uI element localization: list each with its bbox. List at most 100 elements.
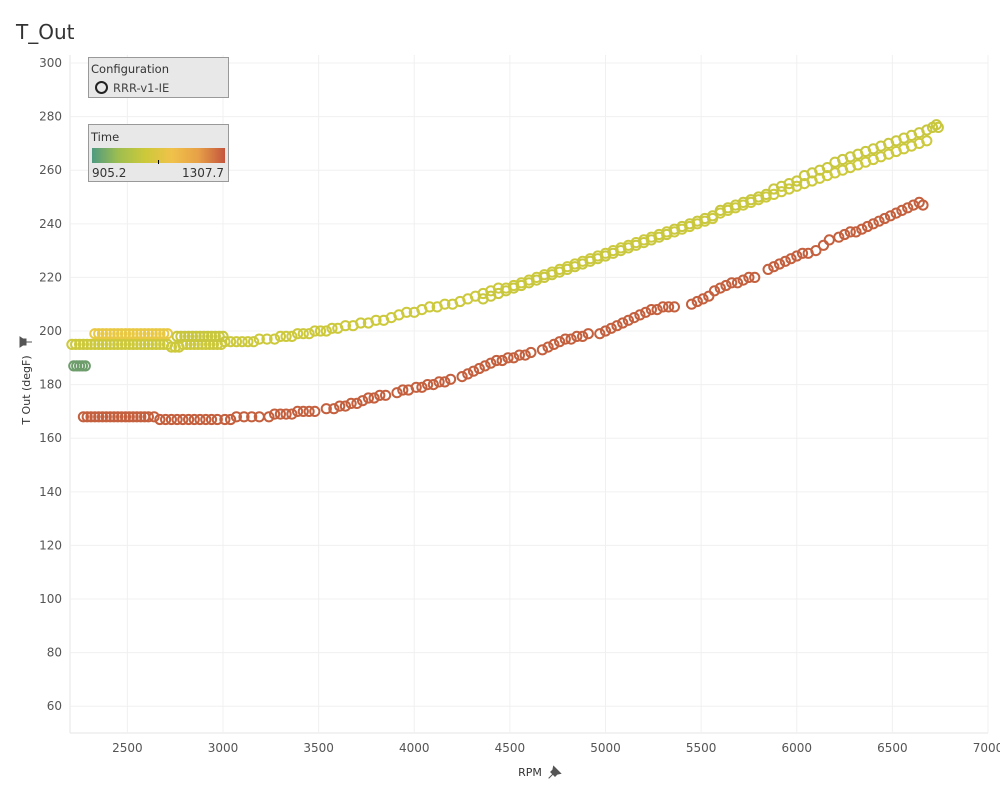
data-point bbox=[217, 330, 229, 342]
data-point bbox=[219, 413, 231, 426]
data-point bbox=[183, 413, 195, 426]
data-point bbox=[513, 349, 526, 361]
configuration-legend[interactable]: Configuration RRR-v1-IE bbox=[88, 57, 229, 98]
data-point bbox=[697, 293, 709, 305]
data-point bbox=[131, 328, 143, 340]
data-point bbox=[165, 413, 177, 426]
data-point bbox=[320, 325, 332, 337]
data-point bbox=[462, 368, 474, 380]
time-legend-min: 905.2 bbox=[92, 166, 127, 180]
data-point bbox=[921, 124, 933, 136]
data-point bbox=[158, 328, 170, 340]
data-point bbox=[89, 338, 101, 350]
data-point bbox=[108, 411, 120, 423]
data-point bbox=[519, 349, 531, 361]
data-point bbox=[490, 354, 503, 367]
data-point bbox=[726, 277, 738, 289]
data-point bbox=[467, 365, 480, 377]
data-point bbox=[334, 400, 346, 412]
data-point bbox=[297, 328, 309, 340]
data-point bbox=[410, 381, 422, 393]
data-point bbox=[146, 338, 158, 350]
data-point bbox=[605, 322, 617, 334]
data-point bbox=[768, 261, 780, 273]
data-point bbox=[833, 231, 845, 243]
data-point bbox=[246, 411, 258, 423]
data-point bbox=[100, 328, 112, 340]
data-point bbox=[286, 330, 298, 342]
data-point bbox=[292, 328, 304, 340]
data-point bbox=[261, 333, 273, 345]
time-color-legend[interactable]: Time 905.2 1307.7 bbox=[88, 124, 229, 182]
data-point bbox=[743, 271, 755, 283]
data-point bbox=[123, 338, 135, 350]
data-point bbox=[617, 317, 629, 329]
data-point bbox=[225, 413, 237, 426]
data-point bbox=[309, 325, 321, 337]
data-point bbox=[280, 408, 292, 420]
data-point bbox=[81, 338, 93, 350]
data-point bbox=[314, 325, 327, 337]
data-point bbox=[508, 352, 520, 364]
data-point bbox=[190, 330, 202, 342]
data-point bbox=[104, 338, 116, 350]
x-tick-label: 2500 bbox=[112, 741, 143, 755]
chart-title: T_Out bbox=[16, 20, 75, 44]
data-point bbox=[123, 328, 135, 340]
data-point bbox=[884, 210, 897, 222]
data-point bbox=[148, 411, 160, 423]
data-point bbox=[707, 210, 719, 222]
data-points bbox=[66, 119, 944, 426]
data-point bbox=[85, 411, 97, 423]
configuration-legend-item[interactable]: RRR-v1-IE bbox=[113, 81, 170, 95]
y-axis-pin-icon[interactable] bbox=[19, 336, 32, 348]
data-point bbox=[292, 405, 304, 417]
data-point bbox=[127, 411, 139, 423]
configuration-legend-title: Configuration bbox=[91, 62, 169, 76]
y-tick-label: 120 bbox=[39, 538, 62, 552]
data-point bbox=[785, 253, 797, 265]
data-point bbox=[391, 387, 403, 399]
data-point bbox=[817, 239, 830, 251]
data-point bbox=[116, 328, 128, 340]
data-point bbox=[154, 328, 166, 340]
data-point bbox=[368, 392, 380, 404]
data-point bbox=[177, 413, 189, 426]
x-tick-label: 6500 bbox=[877, 741, 908, 755]
data-point bbox=[112, 411, 124, 423]
data-point bbox=[108, 338, 120, 350]
data-point bbox=[796, 247, 809, 259]
data-point bbox=[380, 389, 392, 401]
data-point bbox=[439, 298, 451, 310]
data-point bbox=[328, 403, 340, 415]
data-point bbox=[622, 314, 635, 326]
x-axis: 2500 3000 3500 4000 4500 5000 5500 6000 6500 7000 bbox=[112, 741, 1000, 755]
data-point bbox=[686, 298, 698, 310]
x-axis-pin-icon[interactable] bbox=[545, 765, 562, 782]
data-point bbox=[370, 314, 382, 326]
data-point bbox=[599, 325, 612, 337]
data-point bbox=[213, 330, 225, 342]
data-point bbox=[116, 411, 128, 423]
data-point bbox=[640, 306, 652, 318]
data-point bbox=[496, 354, 508, 367]
y-axis-title: T Out (degF) bbox=[20, 355, 33, 425]
data-point bbox=[397, 384, 409, 396]
data-point bbox=[165, 341, 177, 353]
data-point bbox=[896, 204, 908, 216]
data-point bbox=[183, 330, 195, 342]
data-point bbox=[731, 277, 744, 289]
data-point bbox=[274, 330, 286, 342]
y-tick-label: 280 bbox=[39, 110, 62, 124]
data-point bbox=[932, 121, 944, 134]
x-tick-label: 7000 bbox=[973, 741, 1000, 755]
data-point bbox=[297, 405, 309, 417]
data-point bbox=[194, 330, 206, 342]
data-point bbox=[345, 397, 357, 409]
time-legend-title: Time bbox=[91, 130, 120, 144]
x-tick-label: 4500 bbox=[495, 741, 526, 755]
data-point bbox=[100, 338, 112, 350]
data-point bbox=[424, 301, 436, 313]
x-tick-label: 5000 bbox=[590, 741, 621, 755]
data-point bbox=[194, 413, 206, 426]
